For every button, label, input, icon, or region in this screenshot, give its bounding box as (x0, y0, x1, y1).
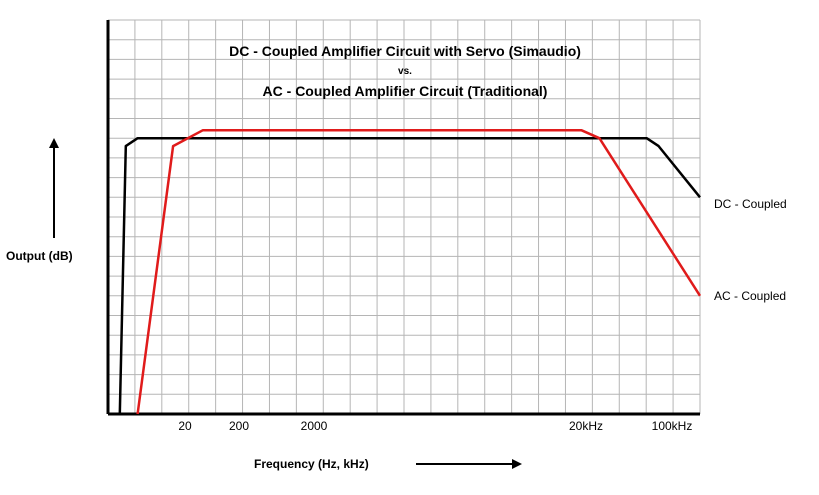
x-tick-label: 2000 (301, 419, 328, 433)
right-arrow-icon (416, 459, 522, 469)
chart-title-line1: DC - Coupled Amplifier Circuit with Serv… (229, 43, 581, 59)
x-tick-label: 100kHz (652, 419, 693, 433)
series-line-dc-coupled (118, 136, 701, 415)
chart-title-line2: vs. (398, 66, 412, 77)
y-axis-label: Output (dB) (6, 249, 73, 263)
x-tick-label: 200 (229, 419, 249, 433)
chart-grid (108, 19, 701, 414)
up-arrow-icon (49, 138, 59, 238)
legend-label-dc: DC - Coupled (714, 197, 787, 211)
x-axis-label: Frequency (Hz, kHz) (254, 457, 369, 471)
series-line-ac-coupled (136, 129, 702, 415)
chart-axes (106, 20, 700, 416)
chart-title-line3: AC - Coupled Amplifier Circuit (Traditio… (263, 83, 548, 99)
x-tick-label: 20 (178, 419, 192, 433)
x-tick-label: 20kHz (569, 419, 603, 433)
legend-label-ac: AC - Coupled (714, 289, 786, 303)
series-layer (118, 129, 702, 415)
